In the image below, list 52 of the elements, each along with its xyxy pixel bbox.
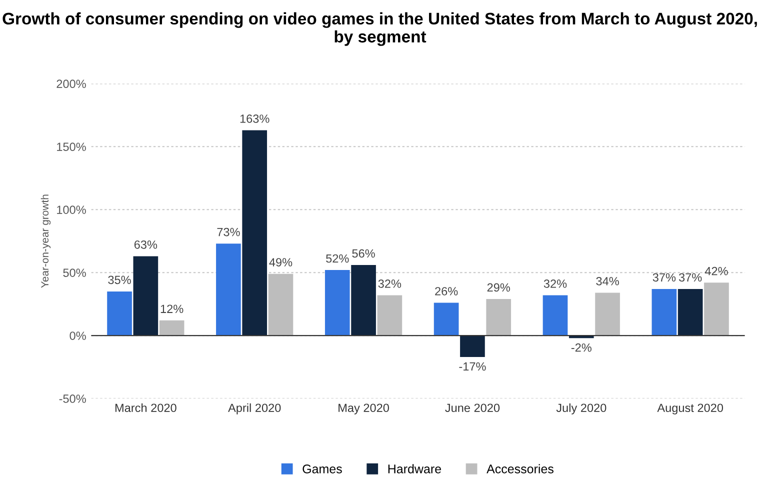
data-label: -2%: [571, 343, 592, 352]
y-tick-label: 100%: [57, 206, 86, 214]
legend-label: Accessories: [486, 464, 554, 474]
bar: [678, 288, 703, 336]
bar: [377, 295, 402, 336]
bar: [133, 256, 158, 336]
bar: [324, 270, 350, 336]
bar: [542, 295, 568, 336]
data-label: 42%: [704, 266, 728, 276]
x-tick-label: June 2020: [445, 404, 500, 412]
data-label: 34%: [596, 276, 619, 286]
bar: [107, 291, 132, 336]
bar: [434, 302, 459, 336]
data-label: 32%: [544, 280, 567, 288]
bar: [652, 288, 677, 336]
data-label: 63%: [134, 240, 158, 249]
bar: [595, 292, 620, 336]
bar: [216, 244, 241, 336]
x-tick-label: May 2020: [338, 404, 389, 414]
bar: [460, 336, 485, 357]
y-tick-label: -50%: [59, 394, 86, 403]
data-label: 12%: [160, 304, 184, 314]
bar: [159, 320, 184, 336]
legend-label: Hardware: [388, 464, 441, 474]
data-label: 49%: [269, 258, 292, 266]
x-tick-label: August 2020: [657, 404, 724, 414]
bar: [268, 274, 294, 336]
y-axis-title: Year-on-year growth: [40, 194, 51, 288]
y-tick-label: 200%: [56, 80, 86, 88]
bar: [486, 299, 512, 336]
y-tick-label: 50%: [63, 268, 86, 277]
chart-title: Growth of consumer spending on video games in the United States from March to August 2020, by segment: [2, 12, 757, 46]
data-label: 37%: [678, 273, 702, 282]
x-tick-label: April 2020: [228, 403, 281, 414]
bar: [704, 282, 729, 336]
data-label: -17%: [459, 362, 486, 371]
y-tick-label: 150%: [57, 142, 86, 152]
x-tick-label: March 2020: [115, 403, 176, 412]
data-label: 73%: [217, 228, 240, 236]
data-label: 32%: [378, 280, 402, 288]
data-label: 35%: [108, 276, 131, 284]
data-label: 26%: [435, 287, 458, 296]
legend-label: Games: [302, 464, 342, 474]
y-tick-label: 0%: [70, 332, 86, 340]
bar: [242, 130, 268, 336]
bar: [351, 265, 376, 336]
data-label: 56%: [352, 249, 375, 258]
data-label: 52%: [326, 254, 349, 263]
data-label: 37%: [652, 273, 676, 282]
data-label: 163%: [240, 114, 270, 123]
data-label: 29%: [487, 283, 510, 292]
x-tick-label: July 2020: [556, 403, 606, 414]
